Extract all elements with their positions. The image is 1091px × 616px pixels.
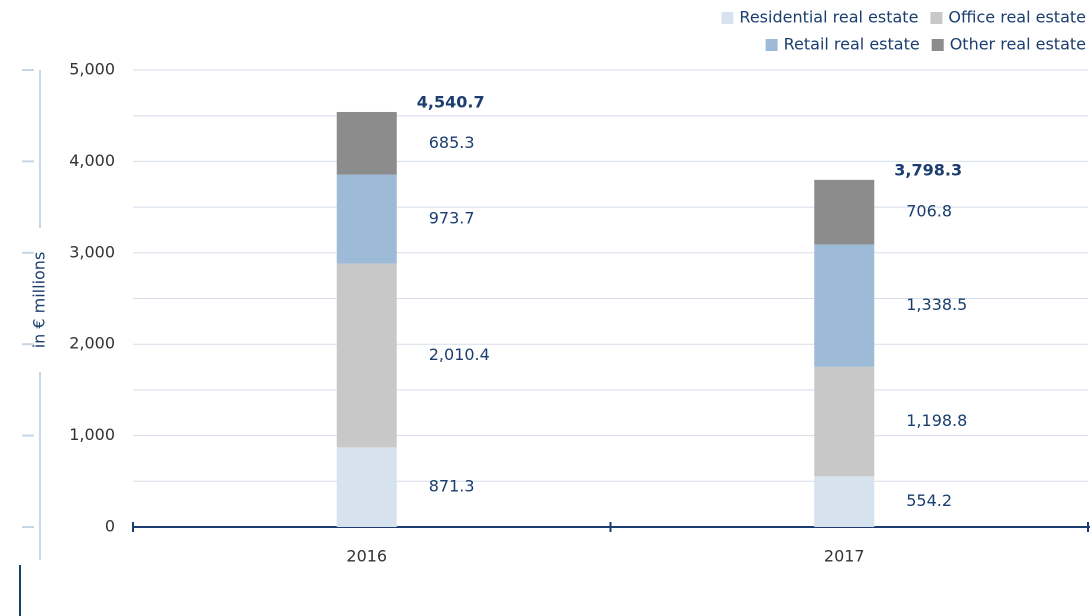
data-label: 871.3 — [429, 477, 475, 496]
bar-segment — [814, 244, 875, 367]
bar-segment — [814, 476, 875, 527]
data-label: 554.2 — [906, 491, 952, 510]
legend-label: Retail real estate — [784, 35, 920, 54]
legend-swatch — [931, 39, 944, 51]
data-label: 685.3 — [429, 133, 475, 152]
bar-segment — [814, 366, 875, 477]
data-label: 706.8 — [906, 202, 952, 221]
legend-label: Residential real estate — [739, 8, 918, 27]
y-tick-label: 5,000 — [69, 60, 115, 79]
x-tick-label: 2016 — [346, 547, 387, 566]
data-label: 2,010.4 — [429, 345, 490, 364]
legend-swatch — [721, 12, 734, 24]
x-tick-label: 2017 — [824, 547, 865, 566]
data-label: 1,198.8 — [906, 411, 967, 430]
y-tick-label: 0 — [105, 517, 115, 536]
legend-label: Office real estate — [948, 8, 1086, 27]
legend-swatch — [930, 12, 943, 24]
y-tick-label: 4,000 — [69, 151, 115, 170]
bar-segment — [336, 263, 397, 448]
y-tick-label: 2,000 — [69, 334, 115, 353]
y-tick-label: 1,000 — [69, 425, 115, 444]
bar-segment — [336, 111, 397, 175]
legend-label: Other real estate — [950, 35, 1086, 54]
data-label: 1,338.5 — [906, 295, 967, 314]
bar-segment — [814, 179, 875, 245]
total-label: 3,798.3 — [894, 160, 962, 179]
bar-segment — [336, 447, 397, 527]
y-tick-label: 3,000 — [69, 242, 115, 261]
bar-segment — [336, 174, 397, 264]
data-label: 973.7 — [429, 209, 475, 228]
y-axis-label: in € millions — [30, 252, 49, 349]
legend-swatch — [765, 39, 778, 51]
total-label: 4,540.7 — [417, 92, 485, 111]
